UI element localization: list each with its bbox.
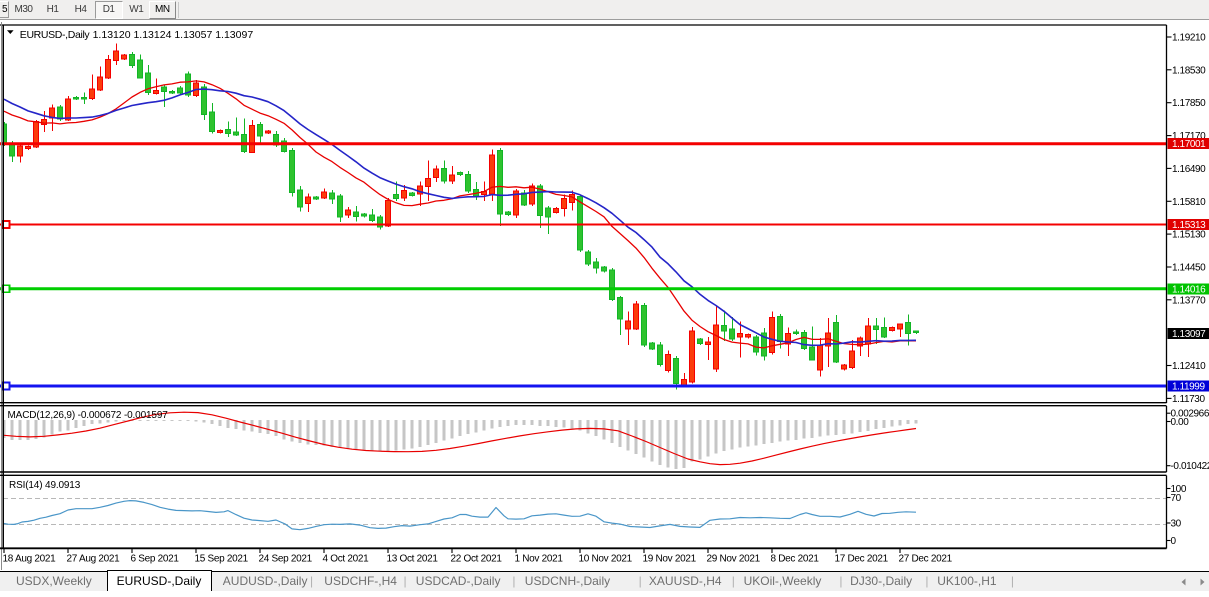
svg-text:0: 0 [1171, 536, 1177, 547]
svg-text:-0.010422: -0.010422 [1171, 461, 1209, 472]
svg-text:17 Dec 2021: 17 Dec 2021 [835, 554, 889, 565]
svg-text:1.19210: 1.19210 [1172, 33, 1206, 44]
svg-text:30: 30 [1171, 519, 1182, 530]
svg-text:1.15130: 1.15130 [1172, 230, 1206, 241]
svg-text:70: 70 [1171, 493, 1182, 504]
svg-text:1.13097: 1.13097 [1172, 329, 1206, 340]
svg-text:1.15810: 1.15810 [1172, 197, 1206, 208]
svg-text:1.11730: 1.11730 [1172, 394, 1205, 405]
svg-text:EURUSD-,Daily: EURUSD-,Daily [20, 29, 91, 41]
svg-text:1.11999: 1.11999 [1172, 382, 1205, 393]
svg-text:RSI(14) 49.0913: RSI(14) 49.0913 [9, 480, 81, 491]
svg-text:22 Oct 2021: 22 Oct 2021 [451, 554, 503, 565]
svg-text:1.18530: 1.18530 [1172, 65, 1206, 76]
svg-text:13 Oct 2021: 13 Oct 2021 [387, 554, 439, 565]
svg-text:24 Sep 2021: 24 Sep 2021 [259, 554, 313, 565]
svg-text:19 Nov 2021: 19 Nov 2021 [643, 554, 697, 565]
svg-text:1.13770: 1.13770 [1172, 295, 1206, 306]
svg-text:27 Dec 2021: 27 Dec 2021 [899, 554, 953, 565]
svg-text:10 Nov 2021: 10 Nov 2021 [579, 554, 633, 565]
svg-text:4 Oct 2021: 4 Oct 2021 [323, 554, 370, 565]
svg-text:1.14016: 1.14016 [1172, 284, 1206, 295]
svg-text:1.14450: 1.14450 [1172, 263, 1206, 274]
svg-text:0.00: 0.00 [1171, 417, 1190, 428]
svg-text:1.13120 1.13124 1.13057 1.1309: 1.13120 1.13124 1.13057 1.13097 [93, 29, 254, 41]
svg-text:1.12410: 1.12410 [1172, 361, 1206, 372]
svg-text:1.16490: 1.16490 [1172, 164, 1206, 175]
svg-text:6 Sep 2021: 6 Sep 2021 [131, 554, 180, 565]
svg-text:1.17001: 1.17001 [1172, 139, 1206, 150]
svg-text:29 Nov 2021: 29 Nov 2021 [707, 554, 761, 565]
svg-text:1.17850: 1.17850 [1172, 98, 1206, 109]
svg-text:15 Sep 2021: 15 Sep 2021 [195, 554, 249, 565]
svg-text:MACD(12,26,9) -0.000672 -0.001: MACD(12,26,9) -0.000672 -0.001597 [8, 410, 169, 421]
svg-text:1.15313: 1.15313 [1172, 220, 1206, 231]
svg-text:1 Nov 2021: 1 Nov 2021 [515, 554, 564, 565]
svg-text:18 Aug 2021: 18 Aug 2021 [3, 554, 57, 565]
svg-text:8 Dec 2021: 8 Dec 2021 [771, 554, 820, 565]
svg-text:27 Aug 2021: 27 Aug 2021 [67, 554, 121, 565]
